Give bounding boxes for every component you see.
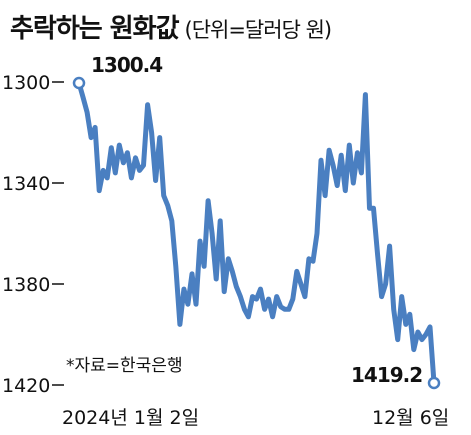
start-point-marker [72,76,86,90]
end-point-marker [427,376,441,390]
y-axis: 1300 1340 1380 1420 [2,72,64,397]
end-value-label: 1419.2 [351,363,422,387]
title-row: 추락하는 원화값 (단위=달러당 원) [10,8,333,45]
series-group [76,80,437,386]
series-line [76,80,437,386]
chart-subtitle: (단위=달러당 원) [184,18,333,42]
y-tick-label-1340: 1340 [2,173,50,195]
y-tick-label-1420: 1420 [2,375,50,397]
chart-title: 추락하는 원화값 [10,14,179,44]
labels-group: 1300.4 1419.2 *자료=한국은행 2024년 1월 2일 12월 6일 [62,53,449,429]
y-tick-label-1300: 1300 [2,72,50,94]
y-tick-label-1380: 1380 [2,274,50,296]
markers-group [72,76,441,390]
start-value-label: 1300.4 [91,53,162,77]
source-note: *자료=한국은행 [66,356,183,376]
x-label-end: 12월 6일 [372,407,449,429]
x-label-start: 2024년 1월 2일 [62,407,199,429]
